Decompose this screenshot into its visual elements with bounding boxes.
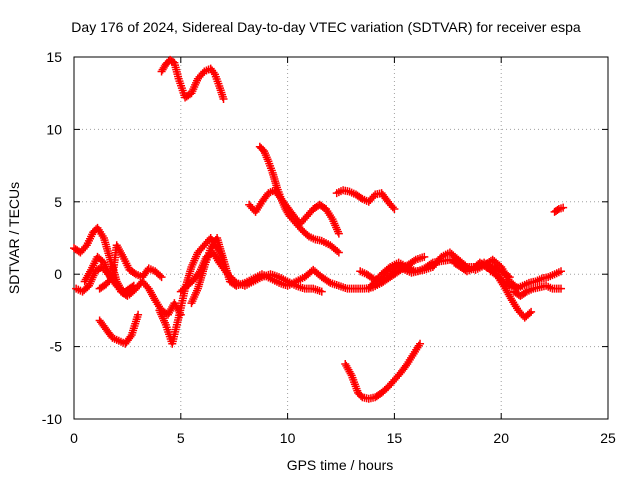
data-point	[527, 307, 536, 316]
grid-lines	[74, 57, 608, 419]
data-point	[420, 252, 429, 261]
y-tick-label: -10	[42, 411, 62, 427]
data-point-interp	[410, 256, 419, 265]
y-tick-label: 15	[46, 49, 62, 65]
data-point	[416, 339, 425, 348]
data-point	[557, 284, 566, 293]
x-tick-label: 10	[280, 430, 296, 446]
data-point-interp	[525, 309, 534, 318]
y-tick-label: 0	[54, 266, 62, 282]
x-tick-label: 0	[70, 430, 78, 446]
y-axis-label: SDTVAR / TECUs	[6, 182, 22, 294]
data-points	[70, 55, 568, 403]
data-point	[157, 273, 166, 282]
data-point	[557, 267, 566, 276]
series-arc6	[155, 234, 228, 348]
data-point	[390, 205, 399, 214]
series-arc18	[510, 281, 566, 300]
data-point-interp	[388, 203, 397, 212]
series-arc19	[550, 203, 568, 216]
data-point	[334, 229, 343, 238]
series-arc4	[95, 241, 166, 293]
data-point-interp	[324, 277, 333, 286]
series-arc13	[341, 339, 425, 403]
x-tick-label: 5	[177, 430, 185, 446]
axis-ticks: 0 5 10 15 20 25 -10 -5 0 5 10 15	[42, 49, 616, 446]
series-arc7	[157, 55, 228, 103]
series-arc9	[187, 234, 429, 308]
series-arc12	[332, 186, 399, 214]
series-arc11	[245, 186, 343, 238]
data-point-interp	[333, 247, 342, 256]
data-point	[317, 287, 326, 296]
plot-frame	[73, 56, 609, 420]
series-arc5	[95, 310, 143, 348]
data-point	[334, 248, 343, 257]
series-arc16	[450, 258, 536, 322]
x-tick-label: 20	[493, 430, 509, 446]
data-point-interp	[106, 274, 115, 283]
series-arc10	[255, 142, 343, 257]
x-tick-label: 25	[600, 430, 616, 446]
data-point	[219, 94, 228, 103]
x-axis-label: GPS time / hours	[287, 457, 394, 473]
data-point	[134, 310, 143, 319]
y-tick-label: -5	[50, 339, 63, 355]
y-tick-label: 5	[54, 194, 62, 210]
chart-title: Day 176 of 2024, Sidereal Day-to-day VTE…	[71, 19, 581, 35]
series-arc3	[80, 252, 185, 319]
x-tick-label: 15	[387, 430, 403, 446]
data-point-interp	[155, 271, 164, 280]
y-tick-label: 10	[46, 121, 62, 137]
data-point-interp	[553, 206, 562, 215]
data-point	[559, 203, 568, 212]
